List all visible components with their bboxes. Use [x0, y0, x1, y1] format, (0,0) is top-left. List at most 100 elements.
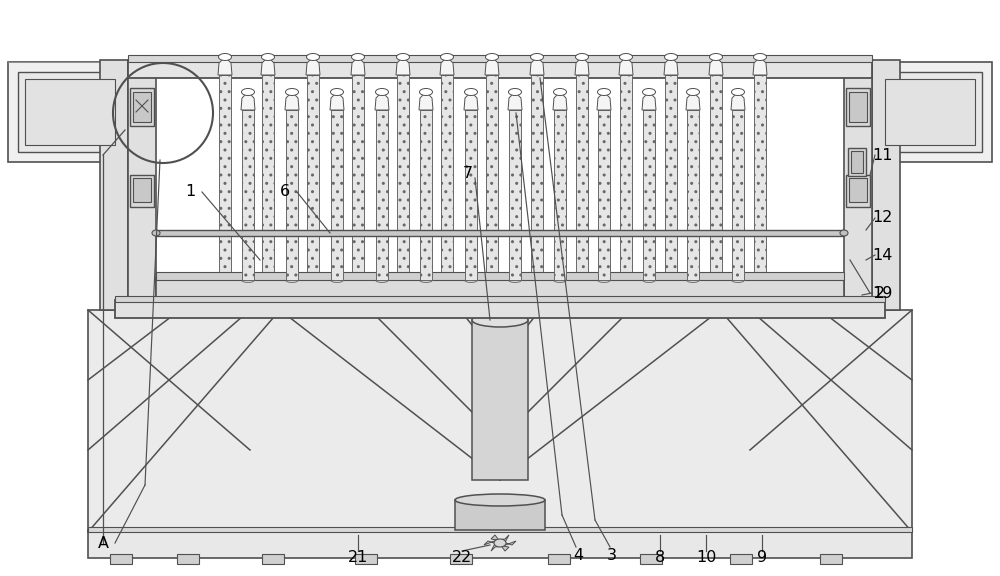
- Ellipse shape: [152, 230, 160, 236]
- Polygon shape: [497, 540, 516, 546]
- Bar: [531, 75, 543, 278]
- Ellipse shape: [486, 54, 498, 60]
- Ellipse shape: [396, 275, 410, 281]
- Ellipse shape: [840, 230, 848, 236]
- Polygon shape: [885, 79, 975, 145]
- Bar: [420, 110, 432, 280]
- Bar: [100, 60, 128, 310]
- Bar: [177, 554, 199, 564]
- Bar: [730, 554, 752, 564]
- Ellipse shape: [710, 275, 722, 281]
- Bar: [548, 554, 570, 564]
- Bar: [450, 554, 472, 564]
- Ellipse shape: [620, 54, 633, 60]
- Bar: [242, 110, 254, 280]
- Text: 12: 12: [872, 210, 892, 225]
- Bar: [576, 75, 588, 278]
- Bar: [732, 110, 744, 280]
- Bar: [128, 60, 156, 310]
- Bar: [376, 110, 388, 280]
- Bar: [820, 554, 842, 564]
- Ellipse shape: [242, 278, 254, 282]
- Ellipse shape: [352, 275, 364, 281]
- Polygon shape: [472, 320, 528, 480]
- Bar: [156, 230, 844, 236]
- Text: 19: 19: [872, 286, 892, 301]
- Ellipse shape: [396, 54, 410, 60]
- Polygon shape: [241, 92, 255, 110]
- Bar: [844, 60, 872, 310]
- Polygon shape: [375, 92, 389, 110]
- Bar: [156, 272, 844, 280]
- Ellipse shape: [554, 89, 566, 96]
- Bar: [156, 278, 844, 300]
- Text: 8: 8: [655, 551, 665, 566]
- Bar: [620, 75, 632, 278]
- Text: A: A: [98, 536, 108, 551]
- Ellipse shape: [440, 275, 454, 281]
- Bar: [849, 178, 867, 202]
- Text: 11: 11: [872, 147, 892, 162]
- Polygon shape: [553, 92, 567, 110]
- Ellipse shape: [330, 278, 344, 282]
- Polygon shape: [440, 57, 454, 75]
- Ellipse shape: [376, 89, 388, 96]
- Ellipse shape: [352, 54, 364, 60]
- Polygon shape: [731, 92, 745, 110]
- Polygon shape: [18, 72, 122, 152]
- Polygon shape: [464, 92, 478, 110]
- Ellipse shape: [710, 54, 722, 60]
- Bar: [130, 88, 154, 126]
- Polygon shape: [597, 92, 611, 110]
- Ellipse shape: [330, 89, 344, 96]
- Text: 2: 2: [875, 286, 885, 301]
- Polygon shape: [575, 57, 589, 75]
- Bar: [598, 110, 610, 280]
- Ellipse shape: [262, 275, 274, 281]
- Bar: [219, 75, 231, 278]
- Bar: [710, 75, 722, 278]
- Polygon shape: [484, 540, 503, 546]
- Polygon shape: [878, 72, 982, 152]
- Ellipse shape: [218, 275, 232, 281]
- Bar: [665, 75, 677, 278]
- Polygon shape: [491, 540, 503, 551]
- Ellipse shape: [464, 89, 478, 96]
- Bar: [88, 527, 912, 532]
- Ellipse shape: [732, 89, 744, 96]
- Ellipse shape: [306, 54, 320, 60]
- Bar: [115, 296, 885, 302]
- Ellipse shape: [642, 278, 656, 282]
- Polygon shape: [868, 62, 992, 162]
- Ellipse shape: [664, 275, 678, 281]
- Polygon shape: [686, 92, 700, 110]
- Ellipse shape: [576, 275, 588, 281]
- Bar: [115, 300, 885, 318]
- Ellipse shape: [598, 89, 610, 96]
- Bar: [355, 554, 377, 564]
- Ellipse shape: [754, 54, 767, 60]
- Text: 10: 10: [696, 551, 716, 566]
- Bar: [286, 110, 298, 280]
- Bar: [307, 75, 319, 278]
- Ellipse shape: [642, 89, 656, 96]
- Ellipse shape: [486, 275, 498, 281]
- Text: 14: 14: [872, 248, 892, 263]
- Ellipse shape: [732, 278, 744, 282]
- Polygon shape: [664, 57, 678, 75]
- Polygon shape: [351, 57, 365, 75]
- Ellipse shape: [262, 54, 274, 60]
- Ellipse shape: [242, 89, 254, 96]
- Bar: [88, 310, 912, 532]
- Polygon shape: [497, 540, 509, 551]
- Text: 6: 6: [280, 184, 290, 199]
- Ellipse shape: [472, 313, 528, 327]
- Polygon shape: [261, 57, 275, 75]
- Bar: [849, 92, 867, 122]
- Bar: [554, 110, 566, 280]
- Text: 1: 1: [185, 184, 195, 199]
- Bar: [754, 75, 766, 278]
- Bar: [397, 75, 409, 278]
- Text: 22: 22: [452, 551, 472, 566]
- Polygon shape: [497, 535, 509, 546]
